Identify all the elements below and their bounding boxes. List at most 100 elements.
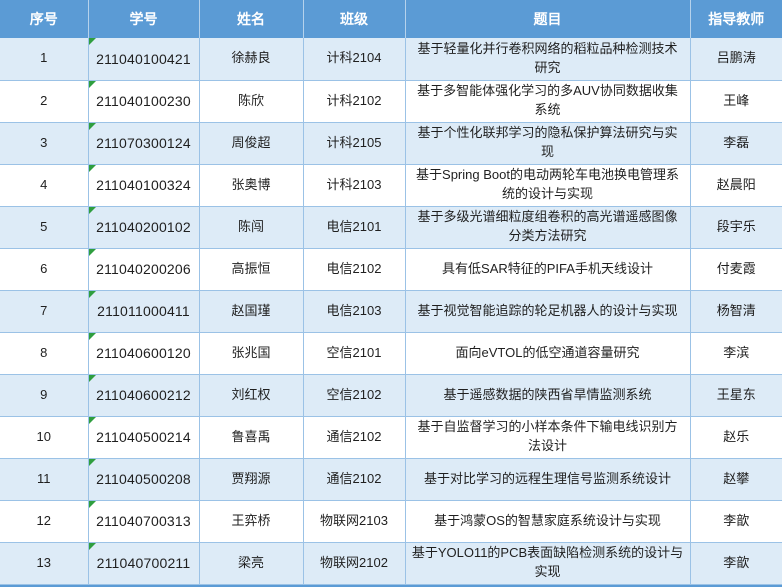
cell-no[interactable]: 8 — [0, 332, 89, 375]
cell-title[interactable]: 基于个性化联邦学习的隐私保护算法研究与实现 — [404, 122, 691, 165]
table-row: 2 211040100230 陈欣 计科2102 基于多智能体强化学习的多AUV… — [0, 80, 782, 123]
cell-name[interactable]: 周俊超 — [198, 122, 304, 165]
cell-name[interactable]: 赵国瑾 — [198, 290, 304, 333]
cell-advisor[interactable]: 李歆 — [689, 542, 782, 585]
cell-class[interactable]: 电信2101 — [302, 206, 406, 249]
cell-student-id[interactable]: 211070300124 — [87, 122, 200, 165]
header-cell-title[interactable]: 题目 — [405, 0, 691, 38]
green-triangle-icon — [88, 416, 96, 424]
cell-class[interactable]: 空信2102 — [302, 374, 406, 417]
cell-name[interactable]: 张兆国 — [198, 332, 304, 375]
cell-no[interactable]: 4 — [0, 164, 89, 207]
cell-student-id[interactable]: 211011000411 — [87, 290, 200, 333]
cell-no[interactable]: 6 — [0, 248, 89, 291]
cell-advisor[interactable]: 赵晨阳 — [689, 164, 782, 207]
cell-advisor[interactable]: 李歆 — [689, 500, 782, 543]
cell-title[interactable]: 基于视觉智能追踪的轮足机器人的设计与实现 — [404, 290, 691, 333]
cell-class[interactable]: 计科2102 — [302, 80, 406, 123]
cell-student-id[interactable]: 211040500214 — [87, 416, 200, 459]
cell-title[interactable]: 基于对比学习的远程生理信号监测系统设计 — [404, 458, 691, 501]
cell-no[interactable]: 3 — [0, 122, 89, 165]
cell-advisor[interactable]: 段宇乐 — [689, 206, 782, 249]
cell-advisor[interactable]: 赵攀 — [689, 458, 782, 501]
cell-class[interactable]: 电信2103 — [302, 290, 406, 333]
next-row-partial-strip — [0, 584, 782, 587]
cell-student-id[interactable]: 211040100230 — [87, 80, 200, 123]
student-id-text: 211040100230 — [96, 92, 191, 109]
cell-advisor[interactable]: 王峰 — [689, 80, 782, 123]
green-triangle-icon — [88, 38, 96, 45]
cell-title[interactable]: 基于轻量化并行卷积网络的稻粒品种检测技术研究 — [404, 38, 691, 81]
cell-student-id[interactable]: 211040700313 — [87, 500, 200, 543]
cell-title[interactable]: 基于YOLO11的PCB表面缺陷检测系统的设计与实现 — [404, 542, 691, 585]
cell-title[interactable]: 基于自监督学习的小样本条件下输电线识别方法设计 — [404, 416, 691, 459]
cell-student-id[interactable]: 211040600120 — [87, 332, 200, 375]
table-row: 6 211040200206 高振恒 电信2102 具有低SAR特征的PIFA手… — [0, 248, 782, 291]
student-id-text: 211040600212 — [96, 386, 191, 403]
cell-name[interactable]: 贾翔源 — [198, 458, 304, 501]
cell-class[interactable]: 通信2102 — [302, 416, 406, 459]
cell-no[interactable]: 12 — [0, 500, 89, 543]
cell-name[interactable]: 高振恒 — [198, 248, 304, 291]
student-id-text: 211040200206 — [96, 260, 191, 277]
table-row: 10 211040500214 鲁喜禹 通信2102 基于自监督学习的小样本条件… — [0, 416, 782, 459]
cell-class[interactable]: 计科2104 — [302, 38, 406, 81]
cell-title[interactable]: 基于遥感数据的陕西省旱情监测系统 — [404, 374, 691, 417]
cell-name[interactable]: 鲁喜禹 — [198, 416, 304, 459]
cell-student-id[interactable]: 211040200206 — [87, 248, 200, 291]
cell-no[interactable]: 10 — [0, 416, 89, 459]
cell-student-id[interactable]: 211040600212 — [87, 374, 200, 417]
cell-title[interactable]: 基于鸿蒙OS的智慧家庭系统设计与实现 — [404, 500, 691, 543]
cell-title[interactable]: 具有低SAR特征的PIFA手机天线设计 — [404, 248, 691, 291]
cell-title[interactable]: 基于多智能体强化学习的多AUV协同数据收集系统 — [404, 80, 691, 123]
cell-title[interactable]: 基于Spring Boot的电动两轮车电池换电管理系统的设计与实现 — [404, 164, 691, 207]
header-cell-no[interactable]: 序号 — [0, 0, 89, 38]
header-cell-name[interactable]: 姓名 — [199, 0, 304, 38]
cell-student-id[interactable]: 211040100421 — [87, 38, 200, 81]
cell-no[interactable]: 9 — [0, 374, 89, 417]
table-row: 12 211040700313 王弈桥 物联网2103 基于鸿蒙OS的智慧家庭系… — [0, 500, 782, 543]
cell-no[interactable]: 7 — [0, 290, 89, 333]
cell-no[interactable]: 11 — [0, 458, 89, 501]
cell-advisor[interactable]: 杨智清 — [689, 290, 782, 333]
cell-name[interactable]: 刘红权 — [198, 374, 304, 417]
cell-no[interactable]: 2 — [0, 80, 89, 123]
cell-class[interactable]: 计科2105 — [302, 122, 406, 165]
header-cell-class[interactable]: 班级 — [303, 0, 406, 38]
cell-class[interactable]: 物联网2103 — [302, 500, 406, 543]
cell-class[interactable]: 通信2102 — [302, 458, 406, 501]
cell-class[interactable]: 空信2101 — [302, 332, 406, 375]
cell-advisor[interactable]: 王星东 — [689, 374, 782, 417]
student-id-text: 211040500208 — [96, 470, 191, 487]
header-row: 序号 学号 姓名 班级 题目 指导教师 — [0, 0, 782, 38]
cell-advisor[interactable]: 李滨 — [689, 332, 782, 375]
cell-no[interactable]: 5 — [0, 206, 89, 249]
cell-class[interactable]: 计科2103 — [302, 164, 406, 207]
cell-name[interactable]: 梁亮 — [198, 542, 304, 585]
table-row: 7 211011000411 赵国瑾 电信2103 基于视觉智能追踪的轮足机器人… — [0, 290, 782, 333]
cell-name[interactable]: 张奥博 — [198, 164, 304, 207]
cell-name[interactable]: 陈闯 — [198, 206, 304, 249]
cell-advisor[interactable]: 李磊 — [689, 122, 782, 165]
cell-student-id[interactable]: 211040100324 — [87, 164, 200, 207]
cell-advisor[interactable]: 付麦霞 — [689, 248, 782, 291]
cell-no[interactable]: 1 — [0, 38, 89, 81]
cell-student-id[interactable]: 211040700211 — [87, 542, 200, 585]
student-id-text: 211040600120 — [96, 344, 191, 361]
cell-advisor[interactable]: 吕鹏涛 — [689, 38, 782, 81]
cell-class[interactable]: 物联网2102 — [302, 542, 406, 585]
cell-advisor[interactable]: 赵乐 — [689, 416, 782, 459]
table-row: 1 211040100421 徐赫良 计科2104 基于轻量化并行卷积网络的稻粒… — [0, 38, 782, 81]
cell-name[interactable]: 王弈桥 — [198, 500, 304, 543]
cell-title[interactable]: 基于多级光谱细粒度组卷积的高光谱遥感图像分类方法研究 — [404, 206, 691, 249]
table-row: 13 211040700211 梁亮 物联网2102 基于YOLO11的PCB表… — [0, 542, 782, 585]
header-cell-advisor[interactable]: 指导教师 — [690, 0, 782, 38]
cell-class[interactable]: 电信2102 — [302, 248, 406, 291]
cell-student-id[interactable]: 211040500208 — [87, 458, 200, 501]
cell-name[interactable]: 徐赫良 — [198, 38, 304, 81]
header-cell-student-id[interactable]: 学号 — [88, 0, 200, 38]
cell-no[interactable]: 13 — [0, 542, 89, 585]
cell-title[interactable]: 面向eVTOL的低空通道容量研究 — [404, 332, 691, 375]
cell-name[interactable]: 陈欣 — [198, 80, 304, 123]
cell-student-id[interactable]: 211040200102 — [87, 206, 200, 249]
